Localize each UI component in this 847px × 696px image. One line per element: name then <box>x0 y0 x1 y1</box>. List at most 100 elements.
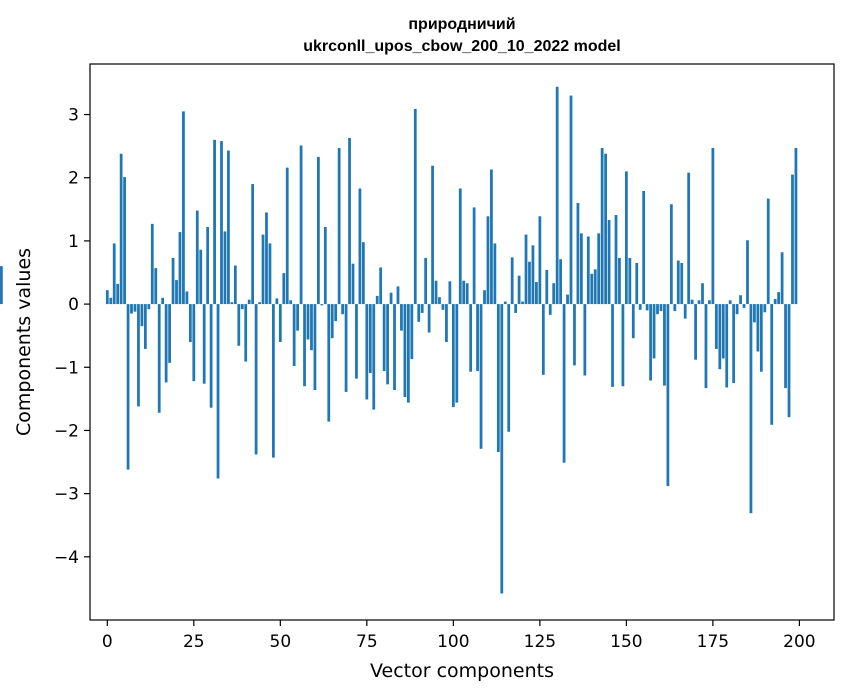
bar <box>673 304 677 312</box>
bar <box>140 304 144 327</box>
bar <box>251 184 255 305</box>
y-tick-label: −4 <box>54 548 79 568</box>
bar <box>216 304 220 479</box>
bar <box>213 139 216 305</box>
bar <box>562 304 566 463</box>
bar <box>0 266 3 305</box>
bar <box>420 304 424 313</box>
bar <box>517 275 521 305</box>
bar <box>728 300 732 305</box>
bar <box>600 148 604 305</box>
bar <box>133 304 137 312</box>
bar <box>382 304 386 372</box>
bar <box>182 111 185 305</box>
bar <box>230 302 234 305</box>
bar <box>292 304 296 367</box>
bar <box>746 240 749 305</box>
bar <box>168 304 171 363</box>
bar <box>372 304 376 410</box>
bar <box>323 227 327 305</box>
bar <box>379 267 383 305</box>
x-tick-label: 25 <box>183 632 205 652</box>
bar <box>763 304 767 313</box>
bar <box>694 304 697 360</box>
bar <box>462 280 466 305</box>
bar <box>310 304 313 351</box>
bar <box>732 304 736 384</box>
bar <box>555 86 559 305</box>
bar <box>413 108 417 305</box>
bar <box>711 148 715 305</box>
bar <box>244 304 248 362</box>
bar <box>704 304 708 389</box>
bar <box>472 207 476 305</box>
bar <box>583 304 587 376</box>
x-tick-label: 75 <box>356 632 378 652</box>
bar <box>749 304 753 514</box>
bar <box>154 268 158 305</box>
bar <box>718 304 722 370</box>
bar <box>756 304 760 352</box>
bar <box>233 265 237 305</box>
bar <box>566 294 569 305</box>
bar <box>337 148 341 305</box>
bar <box>687 172 691 305</box>
bar <box>358 188 362 305</box>
bar <box>573 304 576 366</box>
bar <box>393 304 396 391</box>
y-tick-label: 3 <box>68 106 79 126</box>
bar <box>580 233 583 305</box>
bar <box>403 304 407 397</box>
bar <box>635 263 639 305</box>
bar <box>195 210 199 305</box>
bar <box>628 257 632 305</box>
x-tick-label: 50 <box>270 632 292 652</box>
bar <box>175 280 178 305</box>
y-tick-label: −3 <box>54 485 79 505</box>
bar <box>631 304 635 339</box>
bar <box>303 304 306 387</box>
bar <box>500 304 504 594</box>
bar <box>361 242 365 305</box>
y-tick-label: 0 <box>68 295 79 315</box>
bar <box>147 304 151 310</box>
bar <box>417 304 421 322</box>
bar <box>223 231 227 305</box>
bar <box>265 212 268 305</box>
bar <box>320 304 324 306</box>
bar <box>351 263 355 305</box>
bar <box>503 301 507 305</box>
bar <box>202 304 206 384</box>
bars-group <box>0 86 798 594</box>
bar <box>240 304 244 310</box>
bar <box>773 299 777 305</box>
bar <box>119 153 123 305</box>
bar <box>227 150 230 305</box>
bar <box>490 169 493 305</box>
x-tick-label: 175 <box>697 632 729 652</box>
x-tick-label: 150 <box>610 632 642 652</box>
bar <box>663 304 666 386</box>
bar <box>780 252 784 305</box>
bar <box>777 292 781 305</box>
bar <box>438 297 441 305</box>
bar <box>735 304 739 315</box>
bar <box>126 304 130 470</box>
y-tick-label: −1 <box>54 358 79 378</box>
x-axis-ticks: 0 25 50 75 100 125 150 175 200 <box>102 620 816 652</box>
bar <box>787 304 791 418</box>
bar <box>261 234 265 305</box>
bar <box>192 304 196 382</box>
bar <box>791 174 794 305</box>
bar <box>766 198 770 305</box>
y-axis-ticks: −4 −3 −2 −1 0 1 2 3 <box>54 106 90 568</box>
bar <box>638 304 642 310</box>
bar <box>683 304 687 319</box>
bar <box>476 304 479 372</box>
bar <box>725 304 729 388</box>
bar <box>652 304 656 359</box>
bar <box>535 281 538 305</box>
x-tick-label: 100 <box>437 632 469 652</box>
bar <box>185 291 189 305</box>
